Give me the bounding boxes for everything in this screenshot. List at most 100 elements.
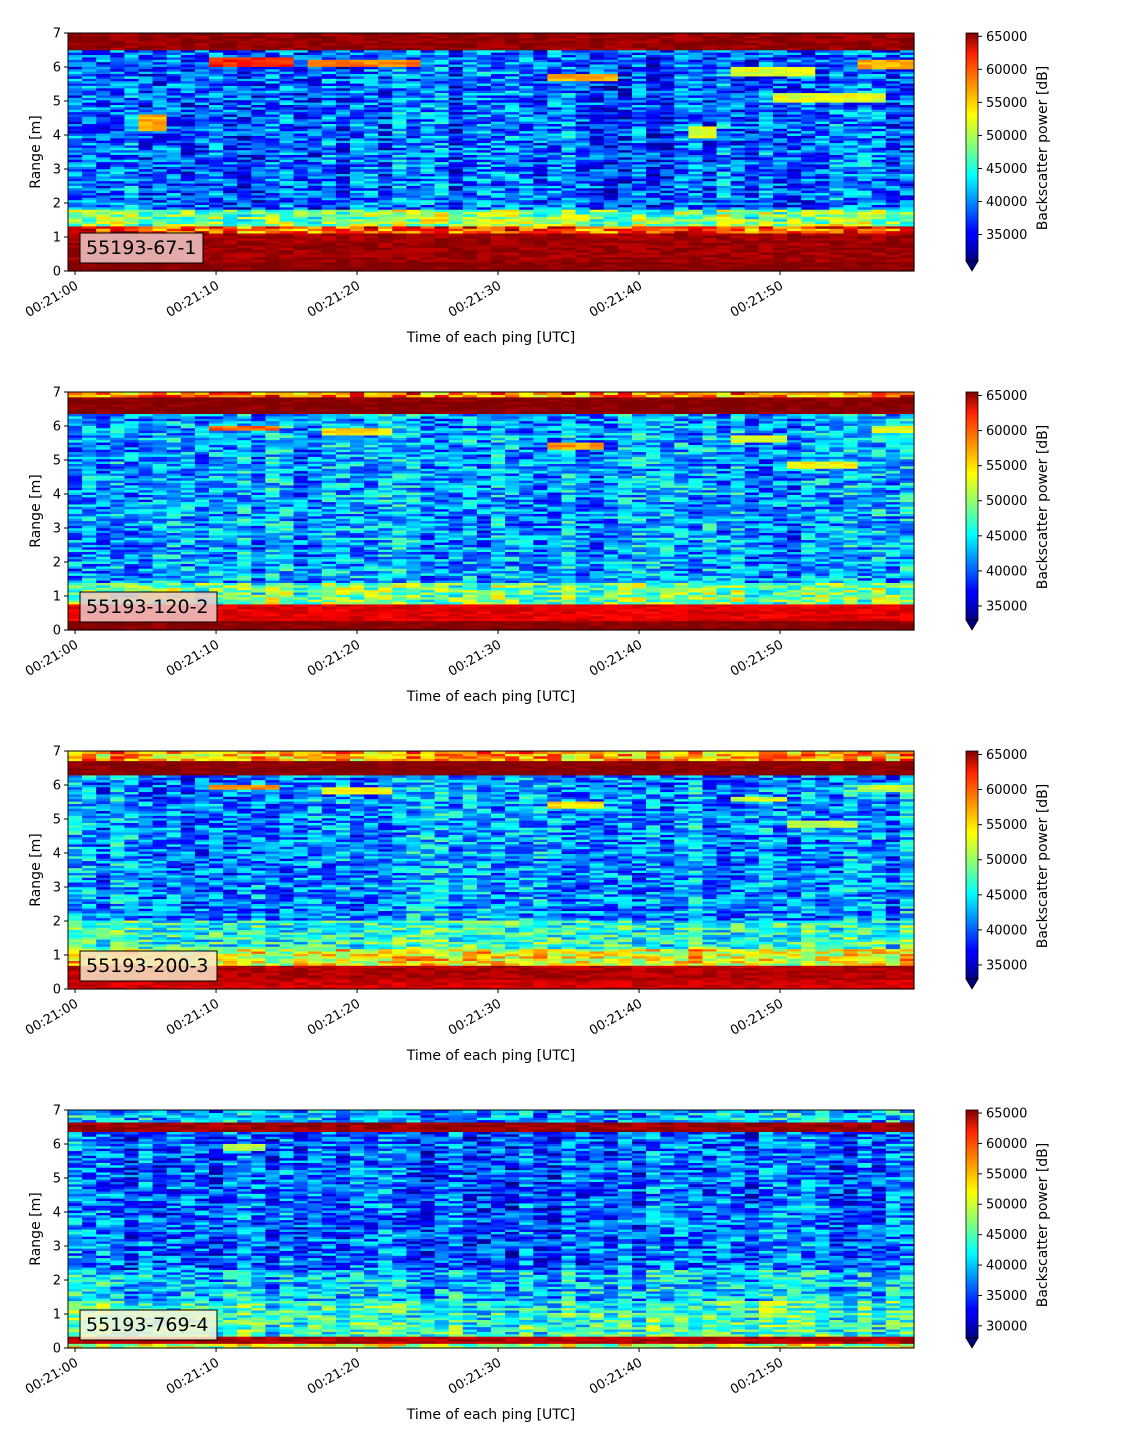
heatmap-cell [392,149,407,153]
heatmap-cell [434,106,450,110]
heatmap-cell [82,199,97,203]
heatmap-cell [251,180,266,184]
heatmap-cell [406,156,422,160]
heatmap-cell [124,90,140,94]
heatmap-cell [180,154,196,158]
heatmap-cell [350,171,365,175]
heatmap-cell [293,237,309,241]
heatmap-cell [152,175,168,179]
heatmap-cell [68,197,83,201]
heatmap-cell [96,66,111,70]
heatmap-cell [265,230,281,234]
heatmap-cell [223,42,238,46]
heatmap-cell [392,37,407,41]
heatmap-cell [251,87,266,91]
heatmap-cell [138,78,154,82]
heatmap-cell [194,140,210,144]
heatmap-cell [293,171,309,175]
heatmap-cell [110,68,125,72]
heatmap-cell [378,59,393,63]
heatmap-cell [152,230,168,234]
heatmap-cell [194,75,210,79]
heatmap-cell [307,154,323,158]
heatmap-cell [335,225,351,229]
heatmap-cell [82,147,97,151]
heatmap-cell [335,106,351,110]
heatmap-cell [335,125,351,129]
heatmap-cell [265,35,281,39]
heatmap-cell [321,37,337,41]
heatmap-cell [251,261,266,265]
heatmap-cell [307,33,323,36]
heatmap-cell [364,80,379,84]
heatmap-cell [166,194,182,198]
heatmap-cell [321,94,337,98]
heatmap-cell [124,216,140,220]
heatmap-cell [82,52,97,56]
heatmap-cell [110,147,125,151]
heatmap-cell [96,106,111,110]
heatmap-cell [223,182,238,186]
heatmap-cell [152,197,168,201]
heatmap-cell [138,152,154,155]
heatmap-cell [279,130,295,134]
heatmap-cell [434,121,450,125]
heatmap-cell [110,182,125,186]
heatmap-cell [180,73,196,77]
heatmap-cell [138,228,154,232]
heatmap-cell [68,132,83,136]
heatmap-cell [279,149,295,153]
heatmap-cell [364,149,379,153]
heatmap-cell [335,97,351,101]
heatmap-cell [420,194,436,198]
heatmap-cell [350,99,365,103]
heatmap-cell [152,73,168,77]
heatmap-cell [96,268,111,272]
heatmap-cell [237,118,252,122]
heatmap-cell [82,221,97,224]
heatmap-cell [194,92,210,96]
heatmap-cell [350,225,365,229]
heatmap-cell [110,180,125,184]
heatmap-cell [406,237,422,241]
heatmap-cell [82,116,97,120]
heatmap-cell [350,173,365,177]
heatmap-cell [180,106,196,110]
heatmap-cell [364,154,379,158]
heatmap-cell [392,266,407,270]
heatmap-cell [321,128,337,132]
heatmap-cell [237,244,252,248]
heatmap-cell [251,182,266,186]
heatmap-cell [138,182,154,186]
heatmap-cell [152,109,168,113]
heatmap-cell [406,128,422,132]
heatmap-cell [265,175,281,179]
heatmap-cell [307,42,323,46]
heatmap-cell [180,44,196,48]
heatmap-cell [392,180,407,184]
heatmap-cell [96,80,111,84]
heatmap-cell [180,128,196,132]
heatmap-cell [180,190,196,194]
heatmap-cell [335,173,351,177]
heatmap-cell [392,218,407,222]
heatmap-cell [279,190,295,194]
heatmap-cell [406,251,422,255]
heatmap-cell [392,228,407,232]
heatmap-cell [194,266,210,270]
heatmap-cell [251,123,266,127]
heatmap-cell [68,256,83,260]
heatmap-cell [166,132,182,136]
heatmap-cell [124,75,140,79]
heatmap-cell [251,199,266,203]
heatmap-cell [96,49,111,53]
heatmap-cell [406,173,422,177]
heatmap-cell [251,159,266,163]
heatmap-cell [152,266,168,270]
heatmap-cell [265,85,281,89]
heatmap-cell [420,261,436,265]
heatmap-cell [223,109,238,113]
heatmap-cell [350,192,365,196]
heatmap-cell [110,118,125,122]
heatmap-cell [364,125,379,129]
